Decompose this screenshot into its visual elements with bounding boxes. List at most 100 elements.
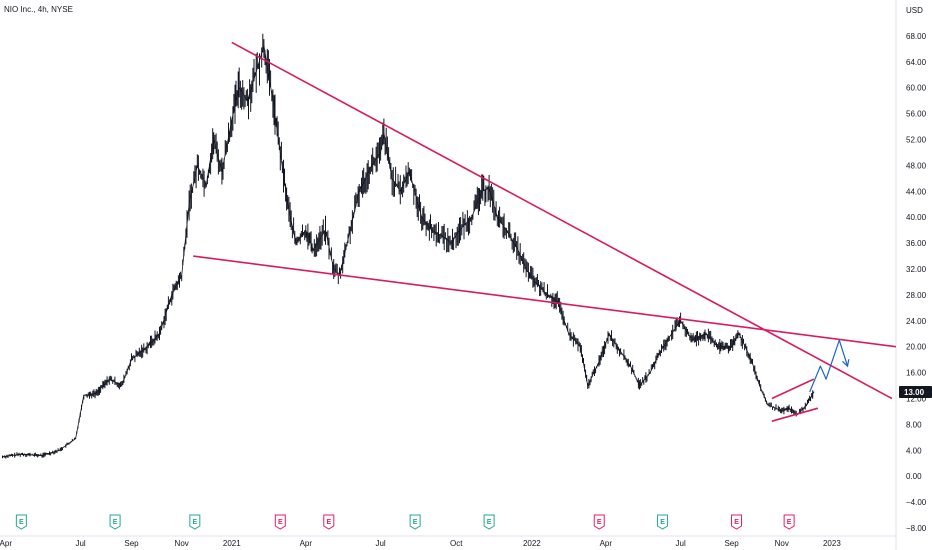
y-tick-label: 56.00 <box>906 110 927 119</box>
price-point <box>305 229 307 231</box>
x-tick-label: Apr <box>300 539 313 548</box>
price-point <box>547 294 548 296</box>
price-point <box>159 333 160 335</box>
y-tick-label: 64.00 <box>906 58 927 67</box>
x-axis-ticks: Apr Jul Sep Nov 2021 Apr Jul Oct 2022 Apr Jul Sep No… <box>0 539 841 548</box>
price-series <box>2 33 815 459</box>
earnings-badge <box>323 514 335 530</box>
price-point <box>788 407 790 409</box>
price-point <box>450 242 452 244</box>
earnings-badge <box>15 514 27 530</box>
price-point <box>287 203 289 205</box>
x-tick-label: Nov <box>175 539 189 548</box>
price-point <box>505 229 507 231</box>
trendline <box>193 255 897 348</box>
trendline <box>771 378 815 400</box>
earnings-label: E <box>660 519 665 526</box>
price-point <box>205 184 207 186</box>
price-point <box>759 385 760 386</box>
earnings-label: E <box>19 519 24 526</box>
price-point <box>325 229 326 231</box>
price-point <box>256 67 258 69</box>
price-point <box>408 171 410 173</box>
earnings-marker: E <box>323 514 335 530</box>
earnings-badge <box>189 514 201 530</box>
y-tick-label: 4.00 <box>906 446 922 455</box>
price-point <box>121 385 123 386</box>
price-point <box>556 300 558 302</box>
y-axis-currency-label: USD <box>906 6 923 15</box>
price-point <box>196 164 198 166</box>
y-tick-label: 16.00 <box>906 369 927 378</box>
earnings-label: E <box>787 519 792 526</box>
trendline <box>231 41 893 400</box>
price-point <box>272 100 274 102</box>
price-point <box>616 346 618 348</box>
price-point <box>238 87 240 89</box>
price-point <box>767 404 769 406</box>
price-point <box>295 242 297 244</box>
price-point <box>213 139 215 140</box>
price-point <box>181 275 183 276</box>
price-point <box>41 455 43 456</box>
x-tick-label: Nov <box>775 539 789 548</box>
price-point <box>371 164 373 166</box>
price-point <box>630 365 631 367</box>
earnings-badge <box>731 514 743 530</box>
price-point <box>231 119 233 121</box>
y-axis-ticks: 68.00 64.00 60.00 56.00 52.00 48.00 44.00 40.00… <box>906 32 927 533</box>
price-point <box>459 229 460 231</box>
y-tick-label: 48.00 <box>906 161 927 170</box>
price-point <box>263 45 265 47</box>
price-point <box>333 268 335 270</box>
price-point <box>75 438 77 440</box>
price-point <box>658 352 660 354</box>
x-tick-label: Sep <box>124 539 139 548</box>
earnings-badge <box>409 514 421 530</box>
y-tick-label: 60.00 <box>906 84 927 93</box>
earnings-marker: E <box>657 514 669 530</box>
earnings-label: E <box>326 519 331 526</box>
earnings-marker: E <box>409 514 421 530</box>
x-tick-label: Apr <box>600 539 613 548</box>
price-point <box>517 249 519 251</box>
earnings-label: E <box>192 519 197 526</box>
earnings-marker: E <box>731 514 743 530</box>
price-point <box>717 346 719 348</box>
price-line <box>2 45 815 458</box>
projection-arrowhead <box>842 359 850 368</box>
price-point <box>488 187 490 189</box>
price-point <box>805 404 807 406</box>
price-point <box>534 281 536 283</box>
y-tick-label: 44.00 <box>906 187 927 196</box>
price-point <box>599 359 601 361</box>
price-point <box>781 410 783 412</box>
earnings-label: E <box>278 519 283 526</box>
earnings-marker: E <box>593 514 605 530</box>
x-tick-label: 2022 <box>523 539 541 548</box>
price-point <box>146 346 148 348</box>
price-point <box>775 407 777 409</box>
x-tick-label: Jul <box>375 539 385 548</box>
price-point <box>680 320 682 322</box>
price-point <box>608 333 610 335</box>
y-tick-label: 0.00 <box>906 472 922 481</box>
y-tick-label: 12.00 <box>906 395 927 404</box>
price-point <box>383 132 385 134</box>
price-point <box>131 359 132 361</box>
price-point <box>705 333 707 335</box>
price-point <box>587 385 589 386</box>
y-tick-label: 36.00 <box>906 239 927 248</box>
price-point <box>58 449 60 451</box>
x-tick-label: 2023 <box>823 539 841 548</box>
earnings-badge <box>109 514 121 530</box>
price-point <box>391 177 393 179</box>
price-point <box>671 333 673 335</box>
price-point <box>95 392 97 394</box>
y-tick-label: −8.00 <box>906 524 927 533</box>
current-price-label: 13.00 <box>904 388 925 397</box>
y-tick-label: −4.00 <box>906 498 927 507</box>
price-point <box>431 229 433 231</box>
